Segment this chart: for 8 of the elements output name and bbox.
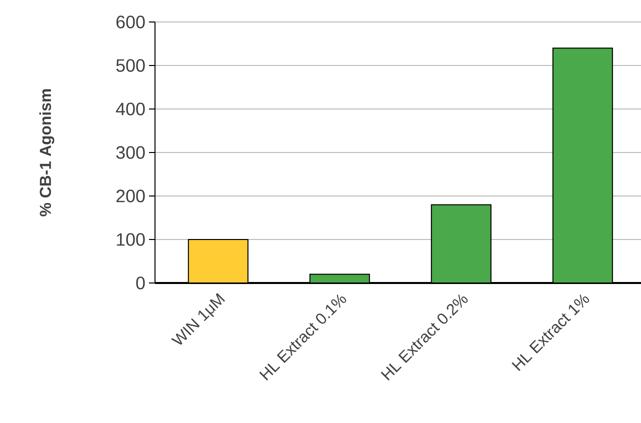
y-tick-label: 200	[116, 190, 145, 202]
y-tick-label: 400	[116, 102, 145, 116]
y-tick-label: 100	[116, 233, 145, 246]
y-tick-label: 0	[136, 276, 145, 290]
y-tick-label: 600	[116, 16, 145, 28]
y-tick-label: 300	[116, 146, 145, 159]
y-tick-label: 500	[116, 59, 145, 72]
y-axis-title: % CB-1 Agonism	[39, 89, 54, 216]
